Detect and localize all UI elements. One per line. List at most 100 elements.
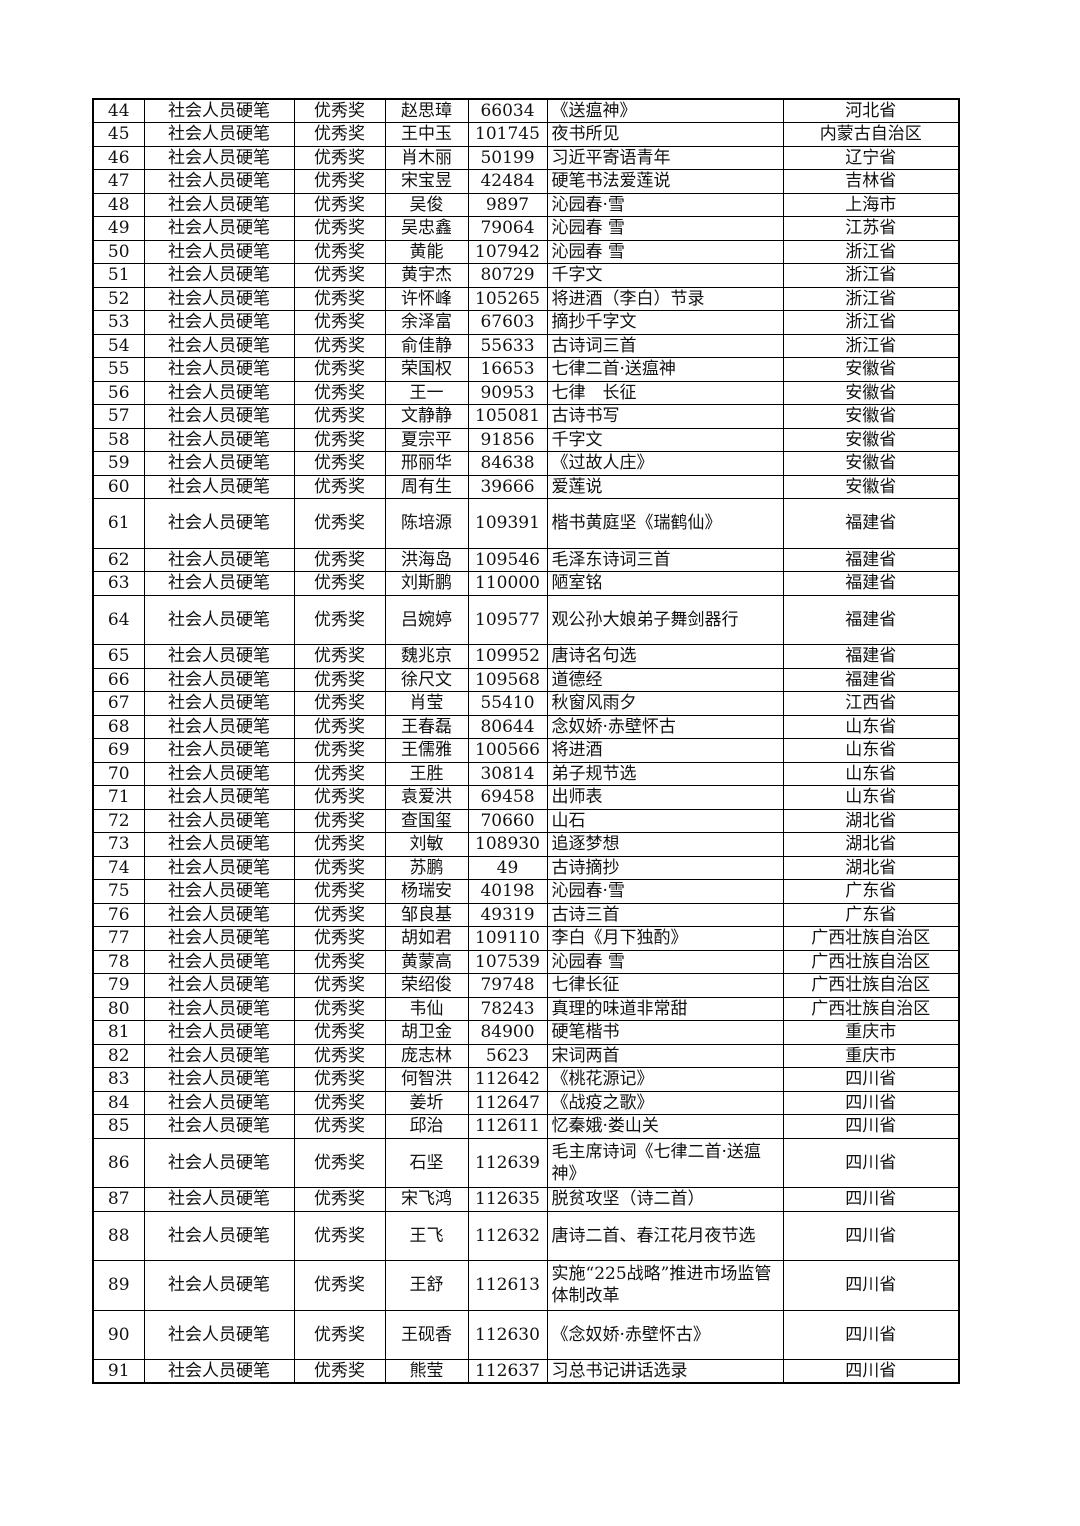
- category: 社会人员硬笔: [143, 571, 295, 596]
- table-row: 76 社会人员硬笔 优秀奖 邹良基 49319 古诗三首 广东省: [92, 902, 960, 927]
- table-row: 63 社会人员硬笔 优秀奖 刘斯鹏 110000 陋室铭 福建省: [92, 571, 960, 596]
- table-row: 50 社会人员硬笔 优秀奖 黄能 107942 沁园春 雪浙江省: [92, 239, 960, 264]
- category: 社会人员硬笔: [143, 879, 295, 904]
- province: 安徽省: [782, 427, 960, 452]
- work-title: 宋词两首: [546, 1043, 784, 1068]
- province: 四川省: [782, 1309, 960, 1360]
- award: 优秀奖: [293, 1067, 386, 1092]
- province: 广西壮族自治区: [782, 973, 960, 998]
- row-number: 70: [92, 761, 145, 786]
- row-number: 86: [92, 1137, 145, 1188]
- award: 优秀奖: [293, 239, 386, 264]
- name: 夏宗平: [384, 427, 469, 452]
- category: 社会人员硬笔: [143, 785, 295, 810]
- name: 王飞: [384, 1210, 469, 1261]
- award: 优秀奖: [293, 547, 386, 572]
- table-row: 66 社会人员硬笔 优秀奖 徐尺文 109568 道德经 福建省: [92, 667, 960, 692]
- work-title: 李白《月下独酌》: [546, 926, 784, 951]
- table-row: 57 社会人员硬笔 优秀奖 文静静 105081 古诗书写 安徽省: [92, 404, 960, 429]
- name: 王中玉: [384, 122, 469, 147]
- name: 洪海岛: [384, 547, 469, 572]
- province: 安徽省: [782, 474, 960, 499]
- award: 优秀奖: [293, 1114, 386, 1139]
- category: 社会人员硬笔: [143, 192, 295, 217]
- name: 陈培源: [384, 498, 469, 549]
- row-number: 47: [92, 169, 145, 194]
- entry-id: 80644: [467, 714, 548, 739]
- province: 山东省: [782, 785, 960, 810]
- table-row: 60 社会人员硬笔 优秀奖 周有生 39666 爱莲说 安徽省: [92, 474, 960, 499]
- table-row: 45 社会人员硬笔 优秀奖 王中玉 101745 夜书所见 内蒙古自治区: [92, 122, 960, 147]
- work-title: 沁园春·雪: [546, 192, 784, 217]
- entry-id: 79064: [467, 216, 548, 241]
- row-number: 44: [92, 98, 145, 123]
- work-title: 七律长征: [546, 973, 784, 998]
- award: 优秀奖: [293, 1309, 386, 1360]
- table-row: 58 社会人员硬笔 优秀奖 夏宗平 91856 千字文 安徽省: [92, 427, 960, 452]
- row-number: 67: [92, 691, 145, 716]
- name: 王一: [384, 380, 469, 405]
- table-row: 87 社会人员硬笔 优秀奖 宋飞鸿 112635 脱贫攻坚（诗二首） 四川省: [92, 1187, 960, 1212]
- entry-id: 109568: [467, 667, 548, 692]
- entry-id: 109546: [467, 547, 548, 572]
- province: 四川省: [782, 1114, 960, 1139]
- work-title: 将进酒（李白）节录: [546, 286, 784, 311]
- name: 邢丽华: [384, 451, 469, 476]
- table-row: 52 社会人员硬笔 优秀奖 许怀峰 105265 将进酒（李白）节录 浙江省: [92, 286, 960, 311]
- work-title: 沁园春·雪: [546, 879, 784, 904]
- award: 优秀奖: [293, 855, 386, 880]
- work-title: 硬笔楷书: [546, 1020, 784, 1045]
- table-row: 86 社会人员硬笔 优秀奖 石坚 112639 毛主席诗词《七律二首·送瘟神》 四川省: [92, 1137, 960, 1188]
- category: 社会人员硬笔: [143, 667, 295, 692]
- award: 优秀奖: [293, 832, 386, 857]
- province: 福建省: [782, 667, 960, 692]
- province: 福建省: [782, 498, 960, 549]
- entry-id: 50199: [467, 145, 548, 170]
- table-row: 70 社会人员硬笔 优秀奖 王胜 30814 弟子规节选 山东省: [92, 761, 960, 786]
- table-row: 75 社会人员硬笔 优秀奖 杨瑞安 40198 沁园春·雪 广东省: [92, 879, 960, 904]
- table-row: 83 社会人员硬笔 优秀奖 何智洪 112642 《桃花源记》 四川省: [92, 1067, 960, 1092]
- entry-id: 9897: [467, 192, 548, 217]
- award: 优秀奖: [293, 926, 386, 951]
- name: 吕婉婷: [384, 594, 469, 645]
- province: 广东省: [782, 879, 960, 904]
- row-number: 69: [92, 738, 145, 763]
- entry-id: 90953: [467, 380, 548, 405]
- entry-id: 79748: [467, 973, 548, 998]
- name: 熊莹: [384, 1359, 469, 1384]
- category: 社会人员硬笔: [143, 594, 295, 645]
- category: 社会人员硬笔: [143, 310, 295, 335]
- table-row: 82 社会人员硬笔 优秀奖 庞志林 5623 宋词两首 重庆市: [92, 1043, 960, 1068]
- table-body: 44 社会人员硬笔 优秀奖 赵思璋 66034 《送瘟神》 河北省 45 社会人员硬笔 优秀奖 王中…: [92, 98, 960, 1384]
- entry-id: 112613: [467, 1260, 548, 1311]
- province: 山东省: [782, 714, 960, 739]
- entry-id: 49319: [467, 902, 548, 927]
- work-title: 沁园春 雪: [546, 239, 784, 264]
- award: 优秀奖: [293, 1260, 386, 1311]
- entry-id: 110000: [467, 571, 548, 596]
- category: 社会人员硬笔: [143, 808, 295, 833]
- work-title: 《战疫之歌》: [546, 1090, 784, 1115]
- award: 优秀奖: [293, 216, 386, 241]
- work-title: 古诗摘抄: [546, 855, 784, 880]
- row-number: 51: [92, 263, 145, 288]
- work-title: 《桃花源记》: [546, 1067, 784, 1092]
- province: 广东省: [782, 902, 960, 927]
- work-title: 追逐梦想: [546, 832, 784, 857]
- name: 荣绍俊: [384, 973, 469, 998]
- work-title: 夜书所见: [546, 122, 784, 147]
- award: 优秀奖: [293, 380, 386, 405]
- category: 社会人员硬笔: [143, 1309, 295, 1360]
- name: 刘斯鹏: [384, 571, 469, 596]
- province: 福建省: [782, 594, 960, 645]
- table-row: 84 社会人员硬笔 优秀奖 姜圻 112647 《战疫之歌》 四川省: [92, 1090, 960, 1115]
- name: 周有生: [384, 474, 469, 499]
- table-row: 47 社会人员硬笔 优秀奖 宋宝昱 42484 硬笔书法爱莲说 吉林省: [92, 169, 960, 194]
- name: 文静静: [384, 404, 469, 429]
- table-row: 77 社会人员硬笔 优秀奖 胡如君 109110 李白《月下独酌》 广西壮族自治区: [92, 926, 960, 951]
- province: 湖北省: [782, 808, 960, 833]
- category: 社会人员硬笔: [143, 216, 295, 241]
- province: 广西壮族自治区: [782, 996, 960, 1021]
- table-row: 90 社会人员硬笔 优秀奖 王砚香 112630 《念奴娇·赤壁怀古》 四川省: [92, 1309, 960, 1360]
- table-row: 89 社会人员硬笔 优秀奖 王舒 112613 实施“225战略”推进市场监管体制改革 四川…: [92, 1260, 960, 1311]
